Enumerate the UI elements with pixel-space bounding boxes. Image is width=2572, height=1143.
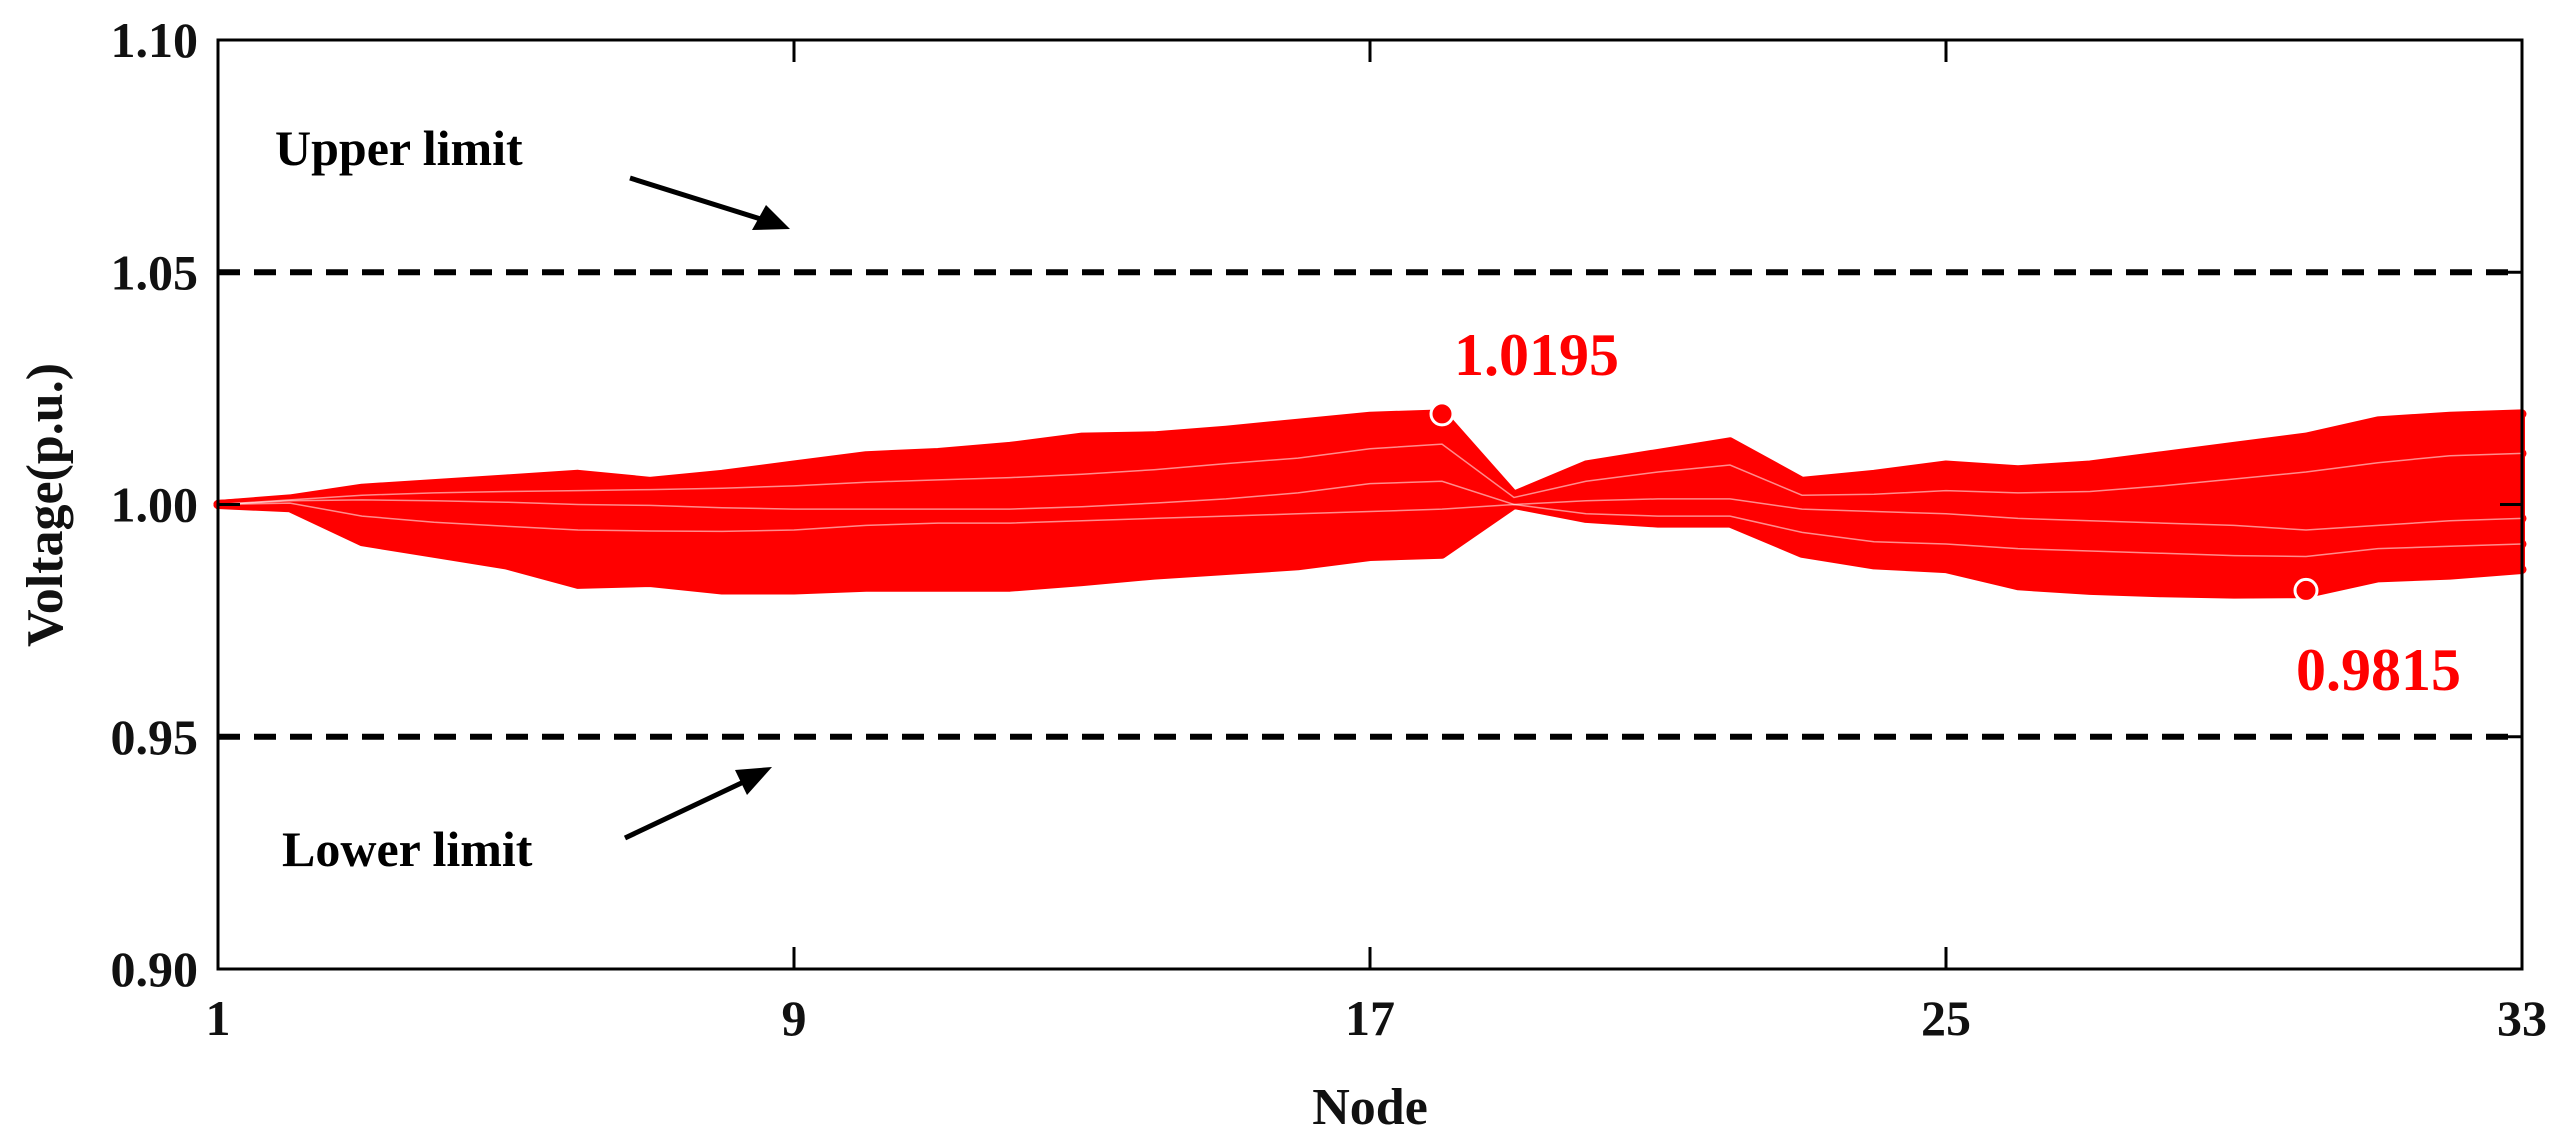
y-tick-label: 1.00 [111, 477, 199, 533]
min-voltage-marker [2293, 577, 2319, 603]
x-tick-label: 9 [782, 990, 807, 1046]
y-tick-label: 1.10 [111, 12, 199, 68]
ticks-layer: 1 9 17 25 33 0.90 0.95 1.00 1.05 1.10 [111, 12, 2548, 1046]
y-tick-label: 0.90 [111, 941, 199, 997]
annotation-markers-layer [1429, 401, 2319, 603]
x-tick-label: 17 [1345, 990, 1395, 1046]
lower-limit-arrowhead [735, 767, 772, 795]
upper-limit-arrow-shaft [629, 175, 771, 225]
max-voltage-label: 1.0195 [1454, 322, 1619, 388]
x-tick-label: 1 [206, 990, 231, 1046]
min-voltage-label: 0.9815 [2296, 637, 2461, 703]
voltage-series-line-1 [213, 500, 2527, 599]
y-tick-label: 1.05 [111, 244, 199, 300]
max-voltage-marker [1429, 401, 1455, 427]
series-seam-1 [217, 502, 2523, 558]
x-tick-label: 25 [1921, 990, 1971, 1046]
y-tick-label: 0.95 [111, 709, 199, 765]
limit-lines-layer [218, 269, 2522, 740]
x-tick-label: 33 [2497, 990, 2547, 1046]
lower-limit-arrow-shaft [623, 775, 754, 841]
upper-limit-arrowhead [752, 205, 790, 230]
series-seam-2 [217, 480, 2523, 531]
series-seam-3 [217, 443, 2523, 506]
x-axis-title: Node [1312, 1079, 1428, 1136]
series-layer [213, 409, 2527, 599]
lower-limit-label: Lower limit [282, 821, 533, 877]
voltage-series-line-5 [213, 409, 2527, 509]
upper-limit-label: Upper limit [275, 120, 523, 176]
y-axis-title: Voltage(p.u.) [17, 363, 74, 647]
